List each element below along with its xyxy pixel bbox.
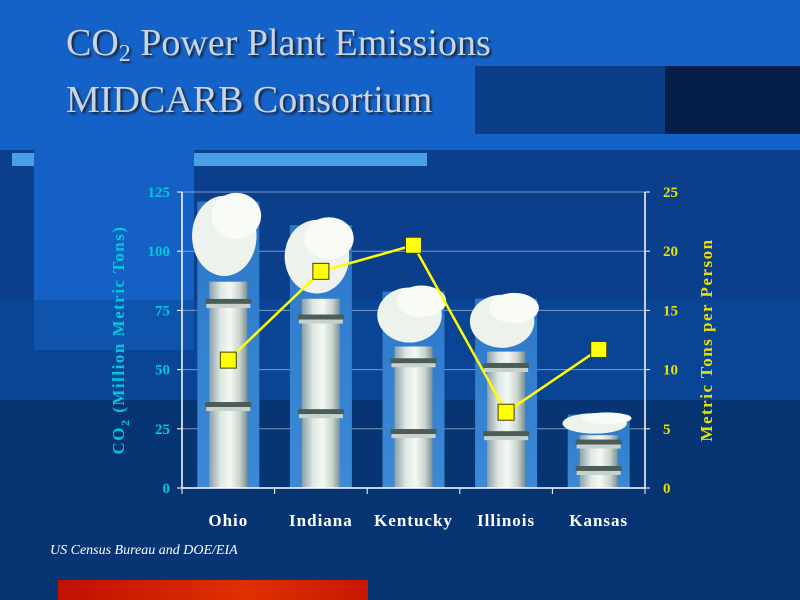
bar-ring — [575, 439, 622, 445]
bar-smoke — [581, 412, 632, 425]
bar — [562, 412, 632, 488]
bar-ring — [297, 314, 344, 320]
bar-ring — [483, 362, 530, 368]
x-tick-label: Kentucky — [374, 511, 453, 530]
bar-ring — [205, 402, 252, 408]
bar-ring — [576, 470, 621, 475]
x-tick-label: Indiana — [289, 511, 353, 530]
y2-tick-label: 10 — [663, 363, 678, 379]
line-point — [219, 351, 237, 369]
line-point — [590, 340, 608, 358]
bar-ring — [390, 358, 437, 364]
bar-ring — [390, 429, 437, 435]
y-tick-label: 0 — [163, 481, 171, 497]
title-line2: MIDCARB Consortium — [66, 79, 433, 121]
x-tick-label: Ohio — [208, 511, 248, 530]
bar-ring — [484, 436, 529, 441]
bar-smoke — [304, 217, 354, 260]
y2-tick-label: 0 — [663, 481, 671, 497]
bar — [469, 292, 539, 488]
bar-ring — [575, 465, 622, 471]
bar-stack — [209, 281, 248, 488]
bar-ring — [205, 298, 252, 304]
y2-tick-label: 5 — [663, 422, 671, 438]
title-line1: CO2 Power Plant Emissions — [66, 22, 491, 67]
y2-tick-label: 15 — [663, 303, 678, 319]
y2-tick-label: 20 — [663, 244, 678, 260]
bar-smoke — [211, 192, 262, 239]
bar-ring — [298, 319, 343, 324]
bar-ring — [484, 367, 529, 372]
y-tick-label: 125 — [148, 185, 171, 201]
y-axis-label: CO2 (Million Metric Tons) — [109, 225, 132, 454]
bar-ring — [206, 407, 251, 412]
bar-ring — [576, 444, 621, 449]
bar-smoke — [489, 292, 539, 324]
bar — [284, 217, 354, 489]
y-tick-label: 75 — [155, 303, 170, 319]
bar-stack — [301, 298, 340, 488]
bar-ring — [298, 414, 343, 419]
y-tick-label: 50 — [155, 363, 170, 379]
bg-darker-block-right — [665, 66, 800, 134]
bg-red-bar — [58, 580, 368, 600]
line-point — [405, 236, 422, 254]
x-tick-label: Kansas — [569, 511, 628, 530]
bar — [192, 192, 262, 489]
page-title: CO2 Power Plant Emissions MIDCARB Consor… — [66, 20, 491, 123]
bar — [377, 285, 447, 488]
bar-ring — [483, 431, 530, 437]
line-point — [312, 262, 330, 280]
y2-tick-label: 25 — [663, 185, 678, 201]
line-point — [497, 403, 515, 421]
x-tick-label: Illinois — [477, 511, 535, 530]
bar-ring — [297, 409, 344, 415]
y-tick-label: 100 — [148, 244, 171, 260]
bar-smoke — [396, 285, 447, 318]
bar-ring — [206, 303, 251, 308]
source-note: US Census Bureau and DOE/EIA — [50, 543, 238, 558]
y-tick-label: 25 — [155, 422, 170, 438]
bar-ring — [391, 434, 436, 439]
y2-axis-label: Metric Tons per Person — [697, 238, 716, 441]
bar-stack — [394, 346, 433, 488]
bar-ring — [391, 363, 436, 368]
